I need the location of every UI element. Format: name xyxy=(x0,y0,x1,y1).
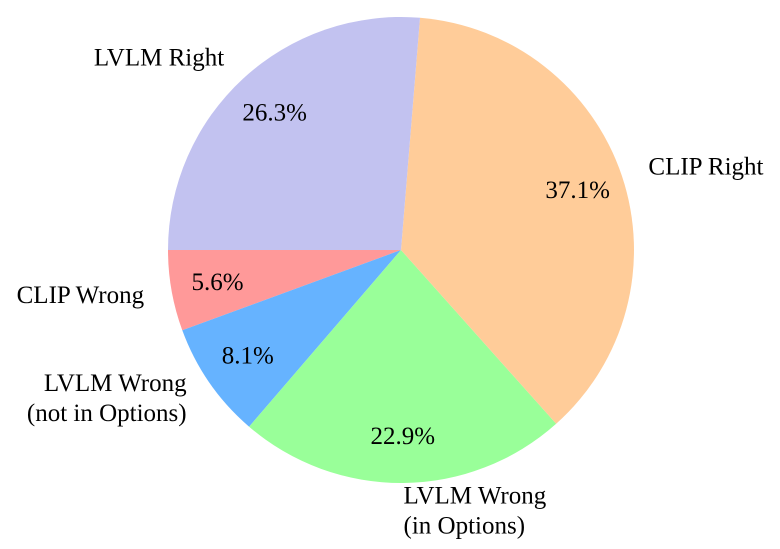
category-label-line: CLIP Right xyxy=(648,154,763,181)
category-label-line: LVLM Wrong xyxy=(44,370,187,397)
slice-lvlm-wrong-not-in-options xyxy=(182,250,401,427)
category-label-line: (in Options) xyxy=(404,512,526,539)
pie-slices xyxy=(168,17,634,483)
category-label-line: LVLM Right xyxy=(94,45,224,72)
slice-lvlm-right xyxy=(168,17,421,250)
category-label-lvlm-wrong-not-in-options: LVLM Wrong (not in Options) xyxy=(27,370,187,427)
pct-label-lvlm-wrong-in-options: 22.9% xyxy=(371,423,436,450)
pct-label-lvlm-wrong-not-in-options: 8.1% xyxy=(222,343,274,370)
category-label-line: (not in Options) xyxy=(27,400,187,427)
category-label-clip-wrong: CLIP Wrong xyxy=(17,282,145,309)
slice-clip-right xyxy=(401,17,634,424)
pie-labels: 5.6% CLIP Wrong 8.1% LVLM Wrong (not in Opti… xyxy=(17,45,764,540)
category-label-lvlm-right: LVLM Right xyxy=(94,45,224,72)
pct-label-lvlm-right: 26.3% xyxy=(242,99,307,126)
category-label-line: CLIP Wrong xyxy=(17,282,145,309)
category-label-lvlm-wrong-in-options: LVLM Wrong (in Options) xyxy=(404,482,547,539)
pct-label-clip-right: 37.1% xyxy=(545,177,610,204)
category-label-clip-right: CLIP Right xyxy=(648,154,763,181)
slice-lvlm-wrong-in-options xyxy=(249,250,557,483)
slice-clip-wrong xyxy=(168,250,401,331)
category-label-line: LVLM Wrong xyxy=(404,482,547,509)
pct-label-clip-wrong: 5.6% xyxy=(191,269,243,296)
